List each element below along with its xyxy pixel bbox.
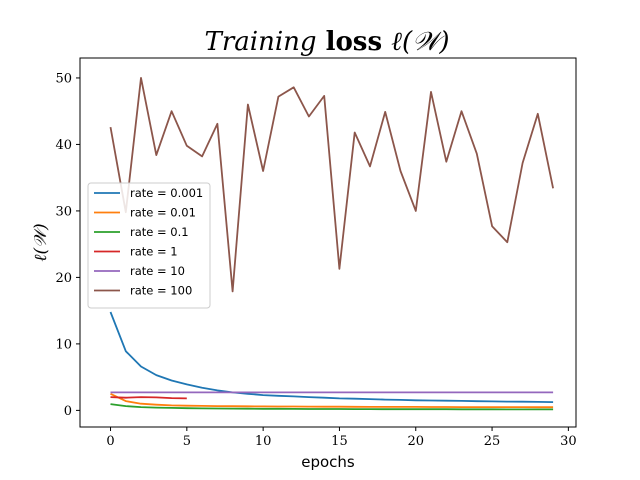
x-tick-label-3: 15 [331, 434, 348, 449]
y-tick-label-4: 40 [55, 138, 72, 153]
legend-label-5: rate = 100 [130, 284, 192, 298]
ticks-layer: 0 5 10 15 20 25 30 0 10 20 30 40 50 [55, 71, 576, 449]
series-line-2 [110, 403, 554, 411]
plot-frame [79, 57, 577, 428]
series-line-0 [109, 311, 554, 403]
x-axis-label: epochs [301, 453, 355, 471]
y-tick-label-3: 30 [55, 204, 72, 219]
legend-label-4: rate = 10 [130, 264, 185, 278]
legend-label-1: rate = 0.01 [130, 206, 196, 220]
title-part-0: Training [204, 27, 316, 57]
series-layer [109, 77, 554, 411]
y-tick-label-1: 10 [55, 337, 72, 352]
y-tick-label-5: 50 [55, 71, 72, 86]
legend-label-2: rate = 0.1 [130, 225, 189, 239]
series-line-3 [110, 396, 187, 400]
y-tick-label-2: 20 [55, 271, 72, 286]
x-tick-label-1: 5 [183, 434, 191, 449]
title-part-1: loss [317, 27, 392, 57]
legend-label-0: rate = 0.001 [130, 186, 203, 200]
series-line-1 [110, 392, 554, 409]
legend-box [87, 182, 211, 309]
legend-label-3: rate = 1 [130, 245, 178, 259]
y-axis-label: ℓ(𝒲) [31, 223, 51, 261]
y-tick-label-0: 0 [64, 404, 72, 419]
chart-title: Training loss ℓ(𝒲) [204, 27, 449, 57]
legend: rate = 0.001 rate = 0.01 rate = 0.1 rate = … [87, 182, 211, 309]
series-line-5 [109, 77, 554, 293]
x-tick-label-5: 25 [484, 434, 501, 449]
x-tick-label-2: 10 [255, 434, 272, 449]
title-part-2: ℓ(𝒲) [391, 27, 449, 57]
x-tick-label-4: 20 [407, 434, 424, 449]
x-tick-label-6: 30 [560, 434, 577, 449]
x-tick-label-0: 0 [106, 434, 114, 449]
